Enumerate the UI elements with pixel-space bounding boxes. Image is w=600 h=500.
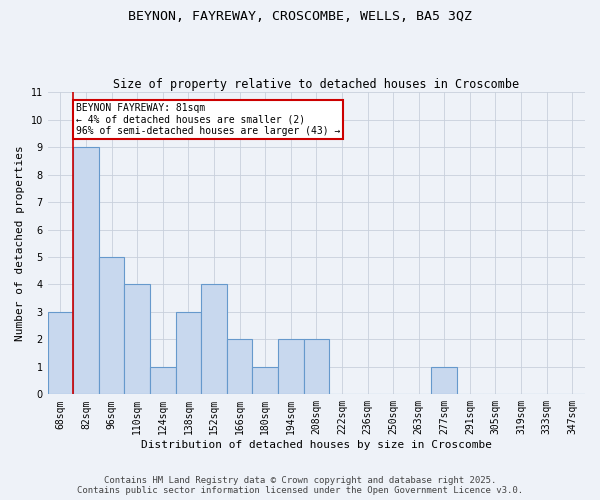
Text: Contains HM Land Registry data © Crown copyright and database right 2025.
Contai: Contains HM Land Registry data © Crown c…	[77, 476, 523, 495]
Y-axis label: Number of detached properties: Number of detached properties	[15, 146, 25, 341]
Bar	[253, 367, 278, 394]
Bar	[304, 340, 329, 394]
Bar	[227, 340, 253, 394]
X-axis label: Distribution of detached houses by size in Croscombe: Distribution of detached houses by size …	[141, 440, 492, 450]
Bar	[431, 367, 457, 394]
Text: BEYNON FAYREWAY: 81sqm
← 4% of detached houses are smaller (2)
96% of semi-detac: BEYNON FAYREWAY: 81sqm ← 4% of detached …	[76, 103, 340, 136]
Bar	[201, 284, 227, 395]
Bar	[47, 312, 73, 394]
Bar	[99, 257, 124, 394]
Text: BEYNON, FAYREWAY, CROSCOMBE, WELLS, BA5 3QZ: BEYNON, FAYREWAY, CROSCOMBE, WELLS, BA5 …	[128, 10, 472, 23]
Bar	[278, 340, 304, 394]
Bar	[124, 284, 150, 395]
Bar	[150, 367, 176, 394]
Bar	[73, 147, 99, 394]
Title: Size of property relative to detached houses in Croscombe: Size of property relative to detached ho…	[113, 78, 520, 91]
Bar	[176, 312, 201, 394]
